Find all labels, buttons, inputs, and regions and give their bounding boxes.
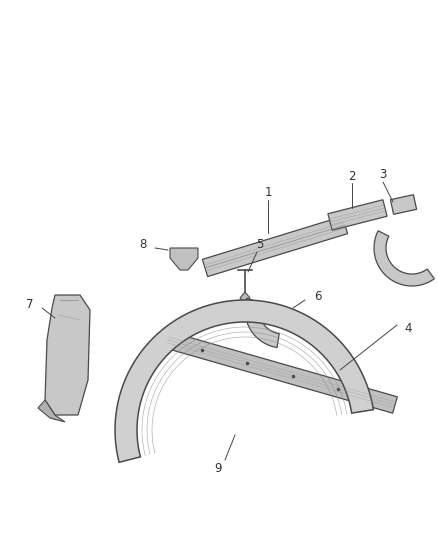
Polygon shape: [170, 248, 198, 270]
Text: 5: 5: [256, 238, 264, 252]
Polygon shape: [390, 195, 417, 214]
Polygon shape: [374, 231, 434, 286]
Text: 2: 2: [348, 169, 356, 182]
Text: 3: 3: [379, 168, 387, 182]
Polygon shape: [328, 200, 387, 230]
Polygon shape: [45, 295, 90, 415]
Text: 8: 8: [139, 238, 147, 252]
Polygon shape: [245, 298, 279, 348]
Text: 9: 9: [214, 462, 222, 474]
Text: 1: 1: [264, 187, 272, 199]
Polygon shape: [202, 216, 348, 277]
Polygon shape: [38, 400, 65, 422]
Polygon shape: [115, 300, 374, 462]
Text: 6: 6: [314, 290, 322, 303]
Text: 4: 4: [404, 321, 412, 335]
Text: 7: 7: [26, 298, 34, 311]
Polygon shape: [166, 332, 397, 413]
Polygon shape: [240, 292, 250, 304]
